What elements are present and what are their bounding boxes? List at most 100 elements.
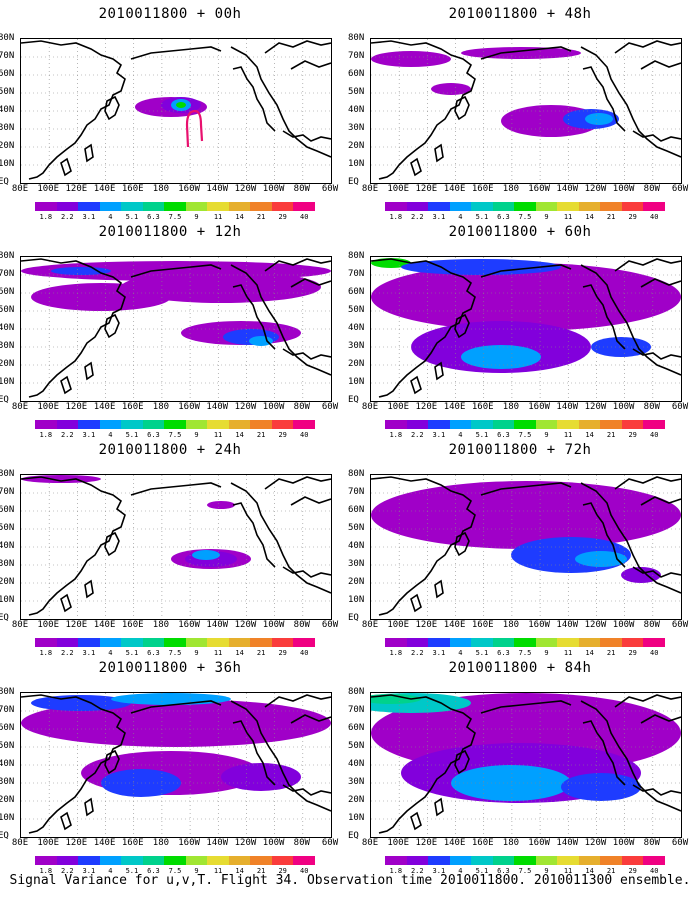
variance-shading <box>381 495 481 515</box>
map-panel: 2010011800 + 60h 80N 70N 60N 50N 40N 30N 20N 10N… <box>348 224 690 442</box>
map-graphic <box>21 693 331 837</box>
coastline <box>614 40 681 54</box>
longitude-label: 140W <box>556 402 579 412</box>
colorbar-label: 11 <box>563 213 573 221</box>
colorbar-swatch <box>428 638 450 647</box>
longitude-label: 180 <box>152 402 170 412</box>
colorbar-swatch <box>428 856 450 865</box>
longitude-label: 100E <box>387 184 410 194</box>
colorbar-label: 9 <box>194 431 199 439</box>
colorbar-label: 7.5 <box>168 649 182 657</box>
colorbar-label: 5.1 <box>125 649 139 657</box>
coastline <box>104 531 120 557</box>
variance-shading <box>192 550 220 560</box>
colorbar-swatch <box>385 638 407 647</box>
coastline <box>290 278 331 288</box>
coastline <box>640 714 681 724</box>
longitude-label: 140W <box>556 838 579 848</box>
colorbar-label: 1.8 <box>39 431 53 439</box>
longitude-label: 160W <box>178 402 200 412</box>
coastline <box>84 579 94 599</box>
longitude-label: 160E <box>121 402 144 412</box>
coastline <box>264 40 331 54</box>
colorbar-label: 1.8 <box>389 213 403 221</box>
longitude-label: 140E <box>93 620 116 630</box>
coastline <box>264 694 331 708</box>
colorbar-label: 6.3 <box>147 213 160 221</box>
latitude-label: 10N <box>348 813 365 823</box>
colorbar-swatch <box>492 420 515 429</box>
longitude-label: 120E <box>65 184 88 194</box>
colorbar-swatch <box>78 856 100 865</box>
colorbar-swatch <box>449 638 472 647</box>
colorbar-label: 14 <box>585 649 594 657</box>
longitude-label: 100W <box>612 838 635 848</box>
longitude-label: 120W <box>234 402 257 412</box>
colorbar-swatch <box>142 202 165 211</box>
coastline <box>580 700 681 812</box>
colorbar-swatch <box>428 202 450 211</box>
coastline <box>60 593 72 613</box>
colorbar-swatch <box>406 856 429 865</box>
coastline <box>290 60 331 70</box>
latitude-label: EQ <box>348 613 359 623</box>
panel-title: 2010011800 + 00h <box>98 6 242 22</box>
longitude-label: 140E <box>443 402 466 412</box>
longitude-label: 60W <box>671 402 689 412</box>
longitude-label: 140E <box>443 620 466 630</box>
latitude-label: 70N <box>348 487 365 497</box>
colorbar-swatch <box>643 638 665 647</box>
latitude-label: 80N <box>348 33 365 43</box>
coastline <box>632 784 681 796</box>
latitude-label: EQ <box>348 177 359 187</box>
colorbar-swatch <box>557 638 579 647</box>
latitude-label: 80N <box>348 469 365 479</box>
coastline <box>632 566 681 578</box>
latitude-label: 40N <box>0 759 15 769</box>
longitude-label: 160E <box>471 838 494 848</box>
colorbar-label: 3.1 <box>432 867 446 875</box>
longitude-label: 180 <box>152 838 170 848</box>
longitude-label: 180 <box>502 184 520 194</box>
coastline <box>290 496 331 506</box>
longitude-label: 160W <box>528 620 550 630</box>
colorbar-label: 11 <box>213 649 223 657</box>
colorbar <box>35 420 315 429</box>
colorbar-label: 5.1 <box>475 431 489 439</box>
coastline <box>371 476 476 616</box>
coastline <box>232 502 276 568</box>
coastline <box>454 313 470 339</box>
longitude-label: 140E <box>93 838 116 848</box>
longitude-label: 80W <box>643 838 660 848</box>
latitude-label: EQ <box>348 831 359 841</box>
latitude-label: 50N <box>348 523 365 533</box>
variance-shading <box>461 345 541 369</box>
latitude-label: 20N <box>0 141 15 151</box>
longitude-label: 60W <box>321 184 339 194</box>
longitude-label: 80E <box>361 838 379 848</box>
colorbar-label: 1.8 <box>39 867 53 875</box>
colorbar-label: 11 <box>563 867 573 875</box>
latitude-label: 10N <box>0 813 15 823</box>
colorbar-swatch <box>164 638 186 647</box>
coastline <box>434 143 444 163</box>
colorbar-swatch <box>514 856 536 865</box>
coastline <box>21 476 126 616</box>
latitude-label: 80N <box>348 687 365 697</box>
colorbar-swatch <box>600 202 622 211</box>
latitude-label: 80N <box>0 687 15 697</box>
colorbar-label: 40 <box>300 649 309 657</box>
coastline <box>614 258 681 272</box>
colorbar-swatch <box>164 202 186 211</box>
latitude-label: 60N <box>348 287 365 297</box>
latitude-label: 80N <box>0 469 15 479</box>
colorbar-label: 2.2 <box>60 213 74 221</box>
colorbar-swatch <box>471 202 493 211</box>
longitude-label: 60W <box>321 838 339 848</box>
coastline <box>410 811 422 831</box>
colorbar-label: 14 <box>235 649 244 657</box>
longitude-label: 80W <box>643 184 660 194</box>
longitude-label: 120E <box>65 402 88 412</box>
colorbar-label: 3.1 <box>432 649 446 657</box>
latitude-label: 30N <box>348 777 365 787</box>
